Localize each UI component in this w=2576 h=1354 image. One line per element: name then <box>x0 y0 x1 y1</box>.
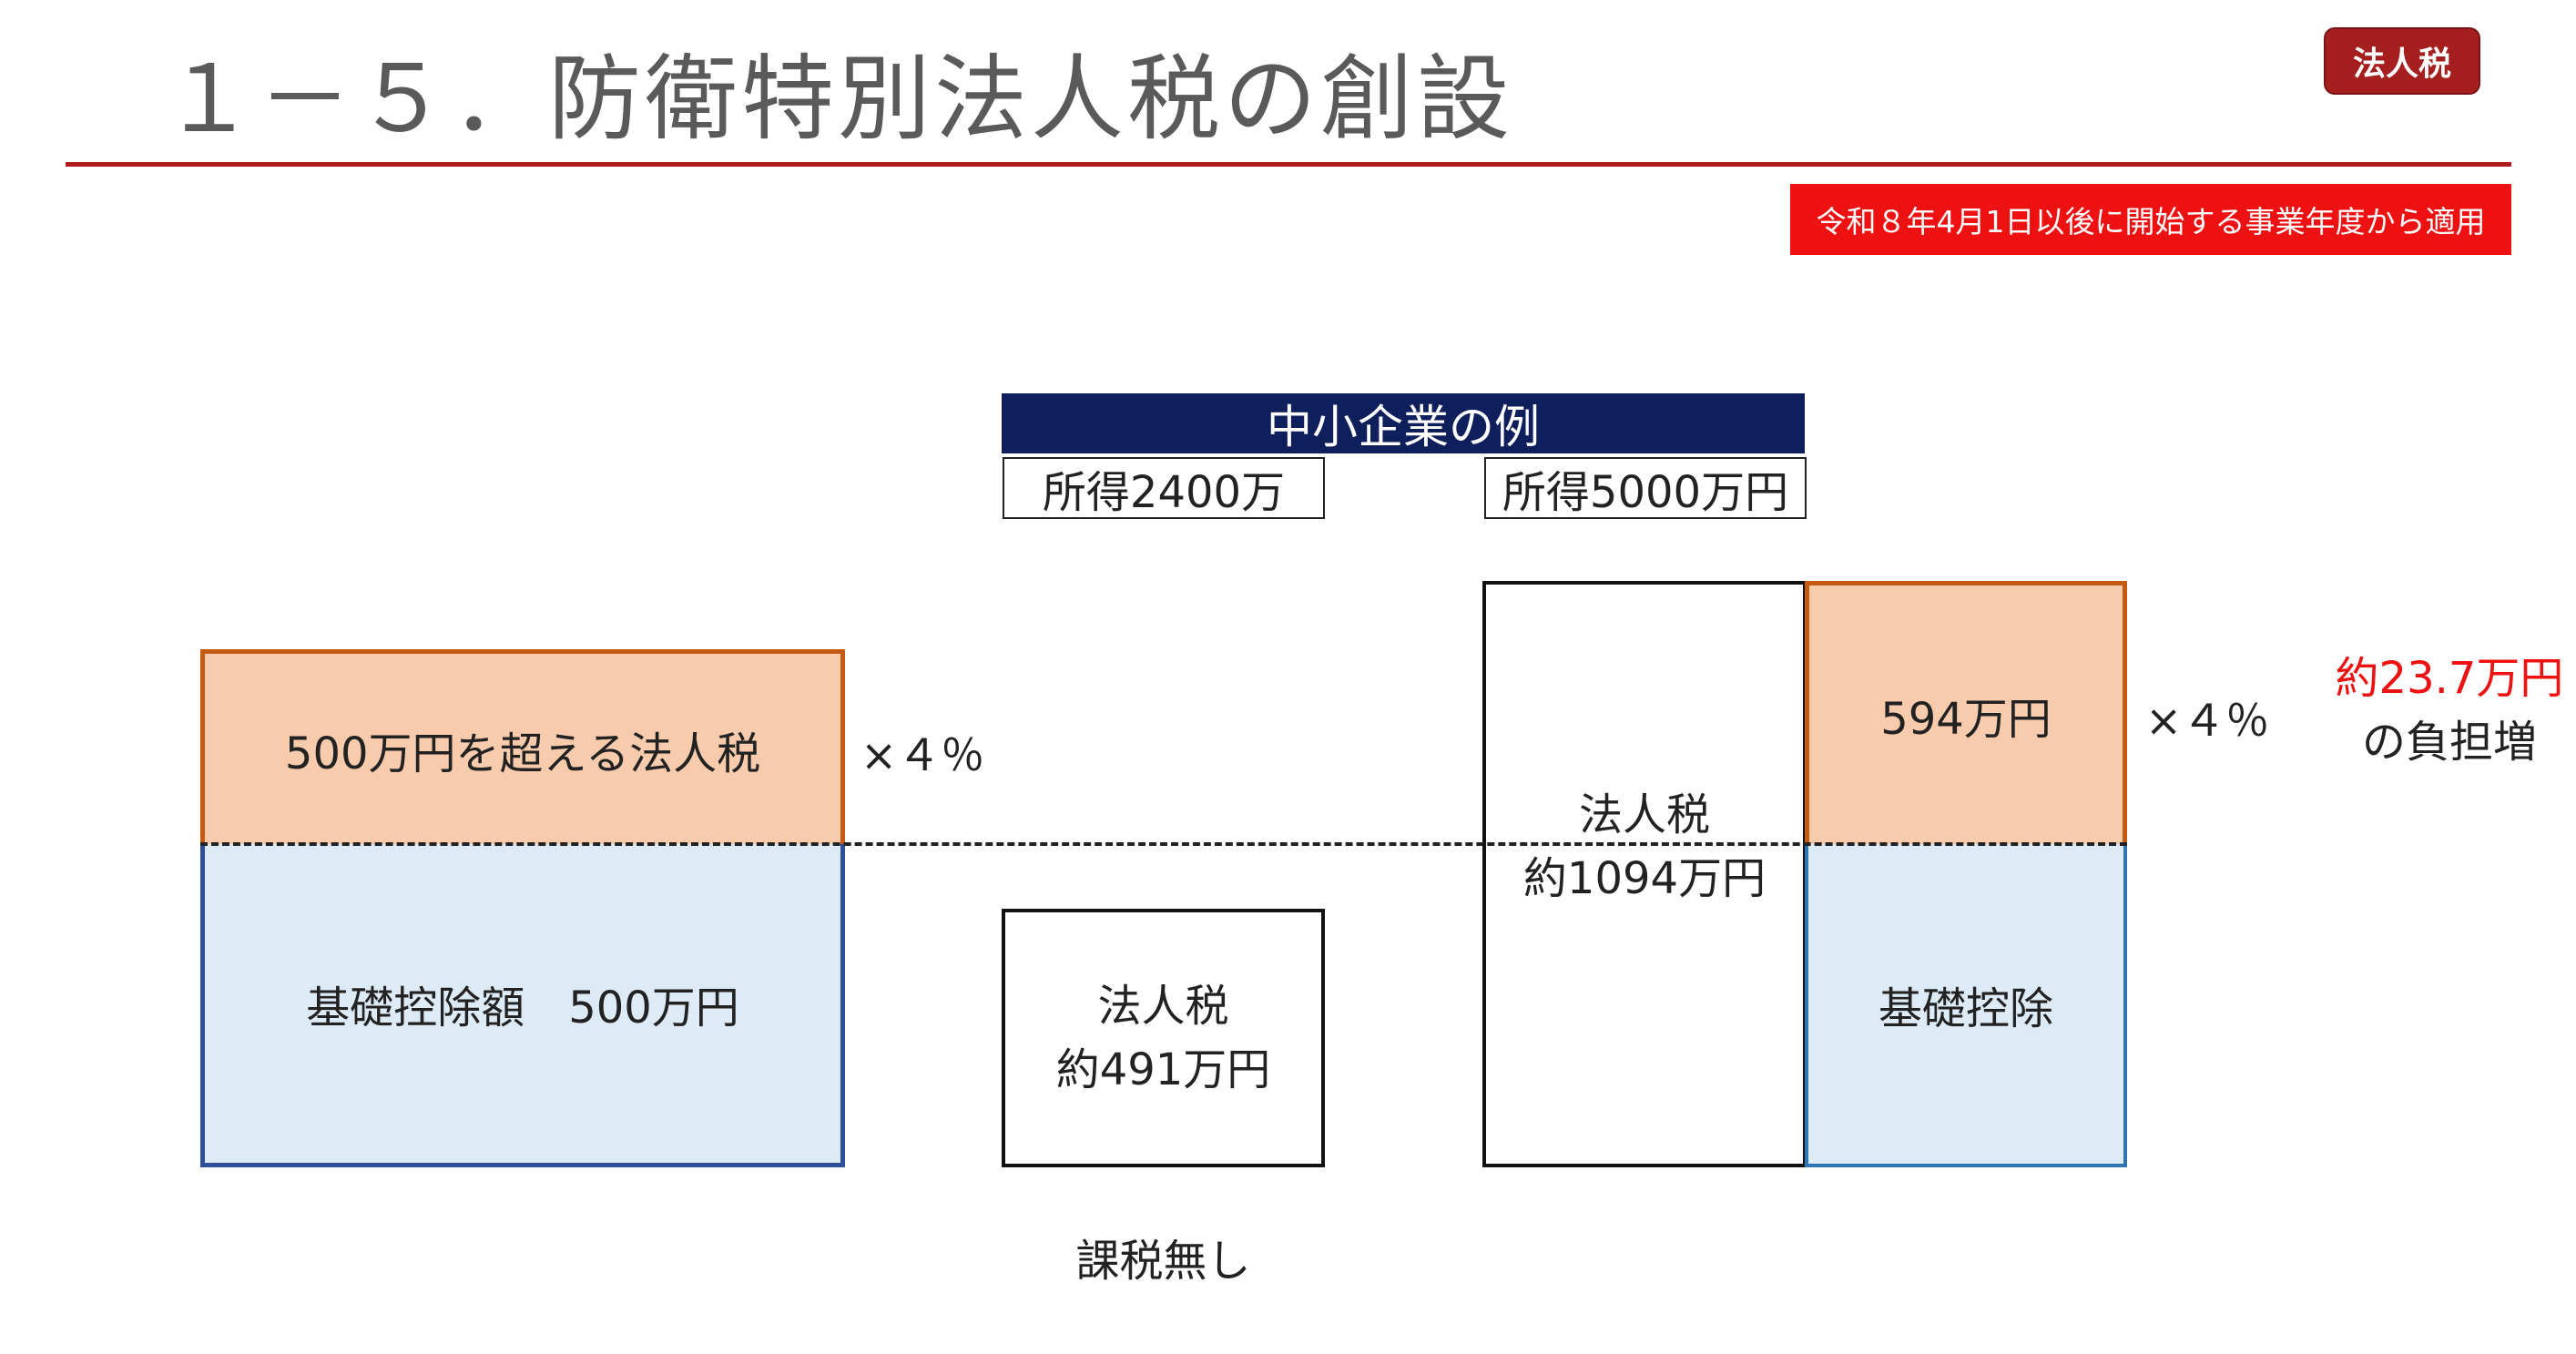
category-badge: 法人税 <box>2324 27 2480 95</box>
basic-deduction-label: 基礎控除額 500万円 <box>306 982 739 1033</box>
tax-b-box <box>1482 581 1807 1167</box>
burden-increase-label: の負担増 <box>2361 717 2537 768</box>
burden-increase: 約23.7万円 の負担増 <box>2313 646 2576 774</box>
basic-deduction-box: 基礎控除額 500万円 <box>200 844 845 1167</box>
excess-b-label: 594万円 <box>1880 694 2052 745</box>
tax-a-amount: 約491万円 <box>1055 1044 1271 1095</box>
tax-b-title: 法人税 <box>1578 789 1710 840</box>
burden-increase-amount: 約23.7万円 <box>2335 653 2564 704</box>
example-header: 中小企業の例 <box>1002 393 1805 453</box>
rate-label-left: ×４％ <box>860 730 985 781</box>
excess-b-box: 594万円 <box>1805 581 2127 844</box>
rate-label-right: ×４％ <box>2145 696 2270 747</box>
tax-a-box: 法人税 約491万円 <box>1002 909 1325 1167</box>
page-title: １－５．防衛特別法人税の創設 <box>162 46 1513 154</box>
basic-b-box: 基礎控除 <box>1805 844 2127 1167</box>
excess-tax-label: 500万円を超える法人税 <box>284 728 761 779</box>
tax-a-title: 法人税 <box>1097 981 1229 1032</box>
no-tax-note: 課税無し <box>1075 1236 1251 1287</box>
tax-b-amount: 約1094万円 <box>1522 853 1767 904</box>
basic-b-label: 基礎控除 <box>1878 982 2053 1034</box>
excess-tax-box: 500万円を超える法人税 <box>200 649 845 844</box>
tax-b-text: 法人税 約1094万円 <box>1482 783 1807 911</box>
deduction-threshold-line <box>200 842 2127 846</box>
income-b-label: 所得5000万円 <box>1484 457 1807 519</box>
income-a-label: 所得2400万 <box>1003 457 1325 519</box>
effective-date-banner: 令和８年4月1日以後に開始する事業年度から適用 <box>1790 184 2511 255</box>
title-divider <box>66 162 2511 167</box>
